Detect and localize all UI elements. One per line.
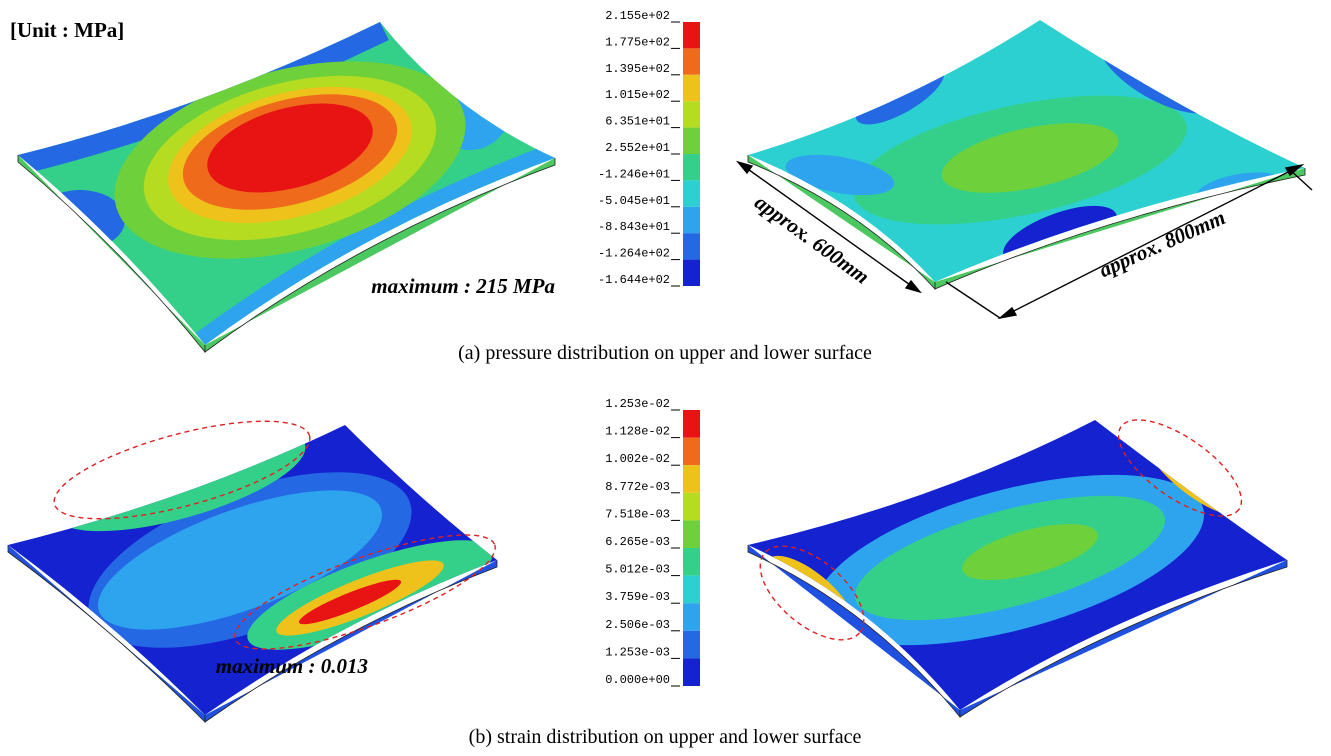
dimension-label: approx. 800mm — [1095, 205, 1228, 282]
legend-label: 6.351e+01 — [605, 115, 670, 129]
contour-plot — [748, 420, 1287, 710]
legend-label: -8.843e+01 — [598, 220, 670, 234]
highlight-ellipse — [53, 420, 496, 650]
legend-label: -1.264e+02 — [598, 247, 670, 261]
legend-label: 1.395e+02 — [605, 62, 670, 76]
legend-swatch — [683, 548, 700, 576]
legend-swatch — [683, 437, 700, 466]
legend-swatch — [683, 575, 700, 604]
legend-label: 2.155e+02 — [605, 9, 670, 23]
contour-plot — [18, 22, 555, 345]
legend-label: 1.253e-02 — [605, 397, 670, 411]
legend-swatch — [683, 180, 700, 207]
legend-swatch — [683, 630, 700, 659]
legend-swatch — [683, 603, 700, 631]
legend-swatch — [683, 154, 700, 181]
legend-swatch — [683, 465, 700, 493]
plate-edge — [747, 155, 936, 291]
plate-edge — [7, 545, 206, 723]
legend-label: 7.518e-03 — [605, 507, 670, 521]
caption: (a) pressure distribution on upper and l… — [458, 342, 872, 364]
legend-label: 1.015e+02 — [605, 88, 670, 102]
legend-label: 2.552e+01 — [605, 141, 670, 155]
legend-swatch — [683, 101, 700, 128]
legend-swatch — [683, 48, 700, 75]
highlight-ellipse — [759, 419, 1243, 641]
plate-edge — [959, 560, 1288, 718]
maximum-label: maximum : 215 MPa — [371, 274, 555, 298]
legend-swatch — [683, 259, 700, 286]
legend-label: 1.253e-03 — [605, 645, 670, 659]
legend-label: 2.506e-03 — [605, 618, 670, 632]
legend-swatch — [683, 520, 700, 548]
legend-swatch — [683, 22, 700, 49]
plate-edge — [204, 158, 556, 353]
dimension-arrows — [736, 160, 1313, 320]
legend-label: -1.246e+01 — [598, 167, 670, 181]
legend-swatch — [683, 410, 700, 438]
legend-label: -5.045e+01 — [598, 194, 670, 208]
legend-label: 0.000e+00 — [605, 673, 670, 687]
legend-label: 1.775e+02 — [605, 35, 670, 49]
legend-swatch — [683, 658, 700, 686]
unit-label: [Unit : MPa] — [10, 18, 124, 42]
plate-edge — [747, 545, 961, 719]
legend-swatch — [683, 492, 700, 521]
legend-swatch — [683, 74, 700, 102]
legend-label: 8.772e-03 — [605, 480, 670, 494]
legend-label: 5.012e-03 — [605, 563, 670, 577]
plate-edge — [17, 155, 206, 354]
maximum-label: maximum : 0.013 — [216, 654, 368, 678]
legend-swatch — [683, 206, 700, 234]
legend-label: 3.759e-03 — [605, 590, 670, 604]
caption: (b) strain distribution on upper and low… — [469, 726, 862, 748]
legend-label: 1.002e-02 — [605, 452, 670, 466]
legend-label: 1.128e-02 — [605, 425, 670, 439]
legend-swatch — [683, 233, 700, 260]
legend-swatch — [683, 127, 700, 154]
legend-label: -1.644e+02 — [598, 273, 670, 287]
legend-label: 6.265e-03 — [605, 535, 670, 549]
plate-edge — [204, 560, 498, 723]
